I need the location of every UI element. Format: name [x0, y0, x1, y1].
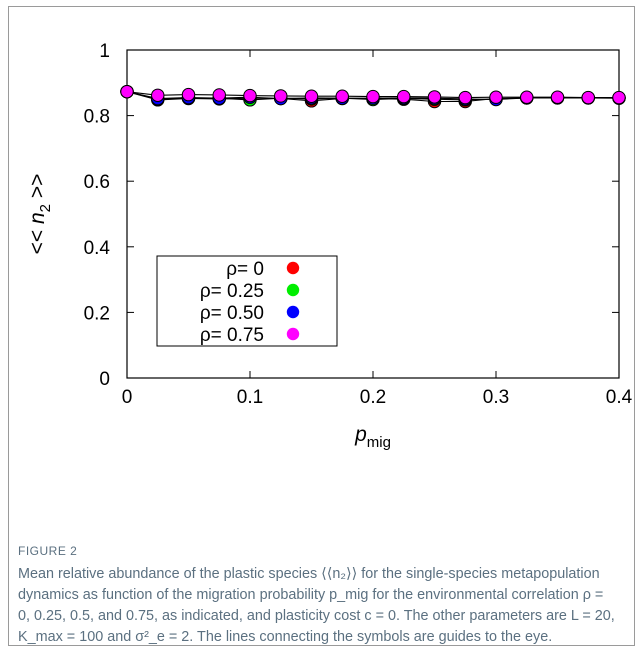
y-tick-label: 0.8	[84, 107, 110, 128]
figure-caption-text: Mean relative abundance of the plastic s…	[18, 566, 615, 645]
x-tick-label: 0.1	[237, 387, 263, 408]
data-point	[120, 84, 134, 99]
y-tick-label: 0.4	[84, 238, 111, 259]
figure-caption: FIGURE 2 Mean relative abundance of the …	[18, 544, 618, 648]
x-tick-label: 0	[122, 387, 133, 408]
legend-label: ρ= 0	[226, 259, 264, 280]
legend-marker	[286, 261, 300, 275]
data-point	[151, 88, 165, 102]
data-point	[181, 87, 196, 102]
figure-label: FIGURE 2	[18, 544, 78, 558]
legend-label: ρ= 0.50	[200, 303, 264, 324]
data-point	[243, 88, 257, 103]
axis-labels: pmig << n2 >>	[26, 174, 391, 451]
x-axis-label: pmig	[354, 423, 391, 451]
legend-box	[156, 255, 338, 347]
data-point	[304, 89, 319, 103]
data-point	[458, 90, 472, 105]
y-tick-label: 0	[99, 369, 110, 390]
series-points	[120, 84, 626, 109]
data-point	[366, 89, 380, 104]
data-point	[212, 88, 226, 102]
data-point	[520, 90, 534, 104]
chart: 0 0.1 0.2 0.3 0.400.20.40.60.81 ρ= 0ρ= 0.25ρ…	[26, 41, 633, 451]
data-point	[427, 90, 442, 104]
data-point	[397, 89, 411, 104]
data-point	[550, 90, 565, 104]
legend-marker	[286, 283, 300, 297]
x-tick-label: 0.2	[360, 387, 386, 408]
legend-marker	[286, 305, 300, 319]
data-point	[489, 90, 503, 104]
y-axis-label: << n2 >>	[26, 174, 54, 255]
chart-ticks: 0 0.1 0.2 0.3 0.4 0 0.2 0.4 0.6 0.8 1	[84, 41, 633, 408]
y-tick-label: 1	[99, 41, 110, 62]
legend-label: ρ= 0.25	[200, 281, 264, 302]
data-point	[274, 89, 288, 103]
x-tick-label: 0.3	[483, 387, 509, 408]
legend: ρ= 0ρ= 0.25ρ= 0.50ρ= 0.75	[156, 255, 338, 347]
data-point	[581, 90, 595, 105]
legend-marker	[286, 327, 300, 341]
legend-label: ρ= 0.75	[200, 325, 264, 346]
y-tick-label: 0.2	[84, 303, 110, 324]
data-point	[612, 90, 626, 105]
data-point	[335, 89, 349, 103]
x-tick-label: 0.4	[606, 387, 633, 408]
y-tick-label: 0.6	[84, 172, 110, 193]
